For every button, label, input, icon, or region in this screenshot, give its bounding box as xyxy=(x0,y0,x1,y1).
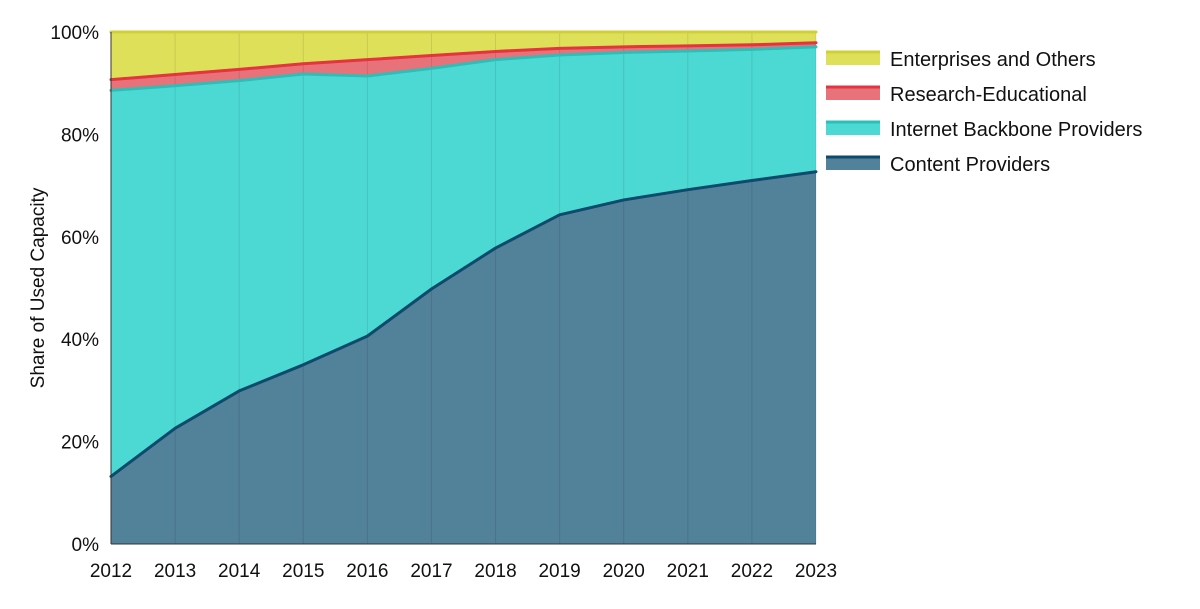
area-content-providers xyxy=(111,171,816,544)
legend-swatch xyxy=(826,157,880,170)
x-tick-label: 2015 xyxy=(282,561,324,582)
y-axis-title: Share of Used Capacity xyxy=(28,187,49,388)
y-tick-label: 60% xyxy=(61,228,99,249)
legend-item-enterprises-and-others: Enterprises and Others xyxy=(826,49,1096,71)
legend-label: Research-Educational xyxy=(890,84,1087,106)
x-tick-label: 2019 xyxy=(538,561,580,582)
legend-item-content-providers: Content Providers xyxy=(826,154,1050,176)
legend-swatch xyxy=(826,122,880,135)
legend-label: Enterprises and Others xyxy=(890,49,1096,71)
x-tick-label: 2021 xyxy=(667,561,709,582)
line-layer xyxy=(109,30,818,478)
legend: Enterprises and Others Research-Education… xyxy=(826,49,1142,176)
area-research-educational xyxy=(111,42,816,91)
line-research-educational xyxy=(109,41,818,82)
legend-item-internet-backbone-providers: Internet Backbone Providers xyxy=(826,119,1142,141)
legend-swatch xyxy=(826,87,880,100)
x-tick-label: 2013 xyxy=(154,561,196,582)
legend-item-research-educational: Research-Educational xyxy=(826,84,1087,106)
legend-label: Internet Backbone Providers xyxy=(890,119,1142,141)
legend-label: Content Providers xyxy=(890,154,1050,176)
y-tick-label: 20% xyxy=(61,433,99,454)
legend-swatch xyxy=(826,52,880,65)
x-tick-label: 2023 xyxy=(795,561,837,582)
area-internet-backbone-providers xyxy=(111,46,816,477)
x-tick-label: 2016 xyxy=(346,561,388,582)
x-tick-label: 2020 xyxy=(603,561,645,582)
y-tick-label: 100% xyxy=(50,23,99,44)
line-content-providers xyxy=(109,170,818,478)
x-tick-label: 2017 xyxy=(410,561,452,582)
area-enterprises-and-others xyxy=(111,32,816,80)
area-layer xyxy=(111,32,816,544)
x-tick-label: 2022 xyxy=(731,561,773,582)
x-tick-label: 2014 xyxy=(218,561,261,582)
axes: 0% 20% 40% 60% 80% 100% 2012 2013 2014 2015 2016 20… xyxy=(50,23,837,582)
x-tick-label: 2012 xyxy=(90,561,132,582)
y-tick-label: 0% xyxy=(72,535,100,556)
y-tick-label: 40% xyxy=(61,330,99,351)
line-internet-backbone-providers xyxy=(109,45,818,92)
x-tick-label: 2018 xyxy=(474,561,516,582)
y-tick-label: 80% xyxy=(61,125,99,146)
